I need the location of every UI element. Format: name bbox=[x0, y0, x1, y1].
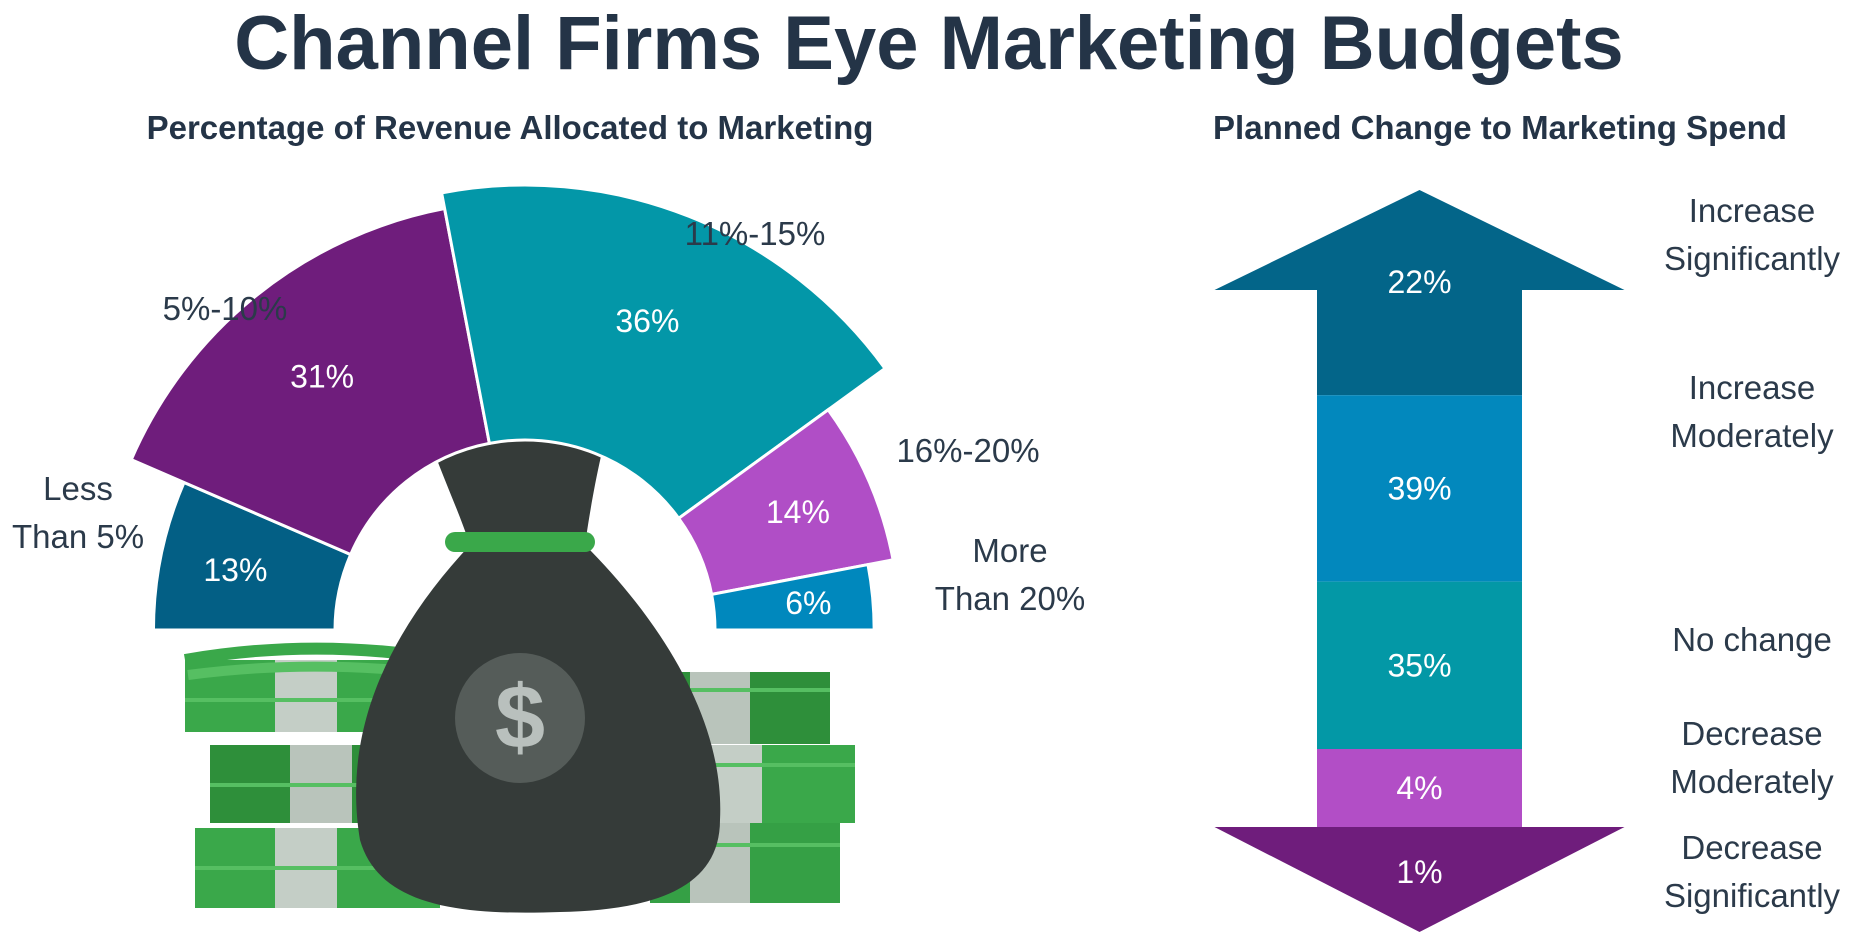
cash-stack-icon bbox=[183, 642, 460, 908]
money-bag-illustration: $ bbox=[183, 403, 855, 913]
donut-category-label: 11%-15% bbox=[685, 215, 826, 252]
arrow-segment-no-change bbox=[1317, 581, 1522, 749]
page-title: Channel Firms Eye Marketing Budgets bbox=[234, 1, 1624, 86]
arrow-value-label: 22% bbox=[1387, 264, 1451, 300]
donut-slice-more-than-20pct bbox=[709, 562, 876, 632]
arrow-head-down-icon bbox=[1214, 827, 1625, 932]
left-chart-title: Percentage of Revenue Allocated to Marke… bbox=[146, 109, 874, 146]
donut-category-label: More Than 20% bbox=[935, 532, 1085, 617]
arrow-category-label: Increase Significantly bbox=[1664, 192, 1841, 277]
donut-value-label: 31% bbox=[290, 359, 354, 395]
donut-slice-5pct-10pct bbox=[129, 206, 492, 557]
donut-slice-11pct-15pct bbox=[439, 183, 888, 521]
arrow-head-up-icon bbox=[1214, 190, 1625, 290]
dollar-sign-icon: $ bbox=[495, 668, 545, 768]
arrow-value-label: 1% bbox=[1396, 854, 1442, 890]
donut-value-label: 13% bbox=[203, 552, 267, 588]
arrow-category-label: Decrease Significantly bbox=[1664, 829, 1841, 914]
arrow-category-label: Increase Moderately bbox=[1670, 369, 1834, 454]
arrow-value-label: 35% bbox=[1387, 647, 1451, 683]
arrow-value-label: 4% bbox=[1396, 770, 1442, 806]
arrow-category-label: Decrease Moderately bbox=[1670, 715, 1834, 800]
stacked-arrow-chart: 22% 39% 35% 4% 1% Increase Significantly Increa… bbox=[1214, 190, 1841, 932]
donut-category-label: 16%-20% bbox=[896, 432, 1039, 469]
right-chart-title: Planned Change to Marketing Spend bbox=[1213, 109, 1787, 146]
arrow-segment-increase-moderately bbox=[1317, 395, 1522, 582]
arrow-segment-increase-significantly bbox=[1317, 290, 1522, 396]
donut-value-label: 14% bbox=[766, 494, 830, 530]
donut-slice-16pct-20pct bbox=[676, 407, 895, 597]
donut-category-label: 5%-10% bbox=[163, 290, 288, 327]
donut-value-label: 36% bbox=[615, 303, 679, 339]
semi-donut-chart: 13% Less Than 5% 31%5%-10% 36% 11%-15% 14% 16%-… bbox=[12, 183, 1085, 632]
donut-value-label: 6% bbox=[785, 585, 831, 621]
arrow-segment-decrease-moderately bbox=[1317, 749, 1522, 827]
arrow-value-label: 39% bbox=[1387, 470, 1451, 506]
arrow-category-label: No change bbox=[1672, 621, 1832, 658]
donut-category-label: Less Than 5% bbox=[12, 470, 144, 555]
